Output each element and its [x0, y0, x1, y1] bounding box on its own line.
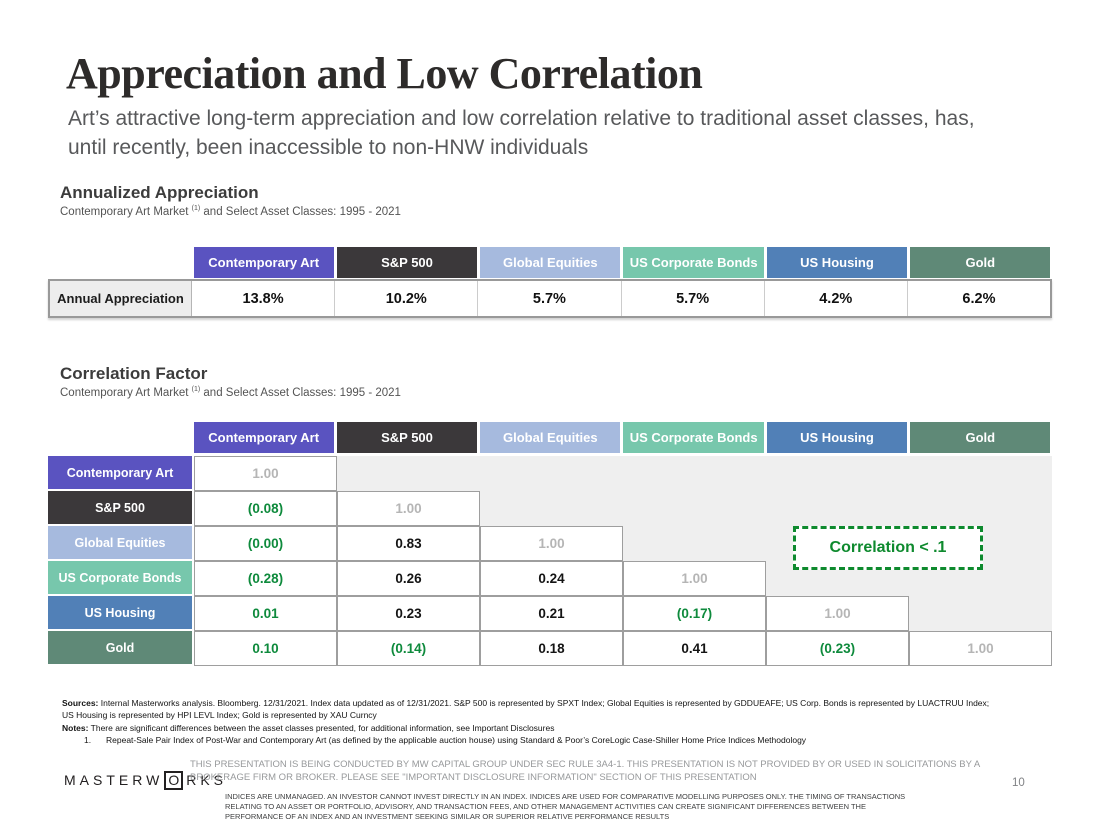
correlation-cell: 0.83	[337, 526, 480, 561]
logo-text-prefix: MASTERW	[64, 772, 164, 788]
appreciation-value: 6.2%	[906, 281, 1050, 316]
row-label: Annual Appreciation	[50, 281, 192, 316]
note-text: Repeat-Sale Pair Index of Post-War and C…	[106, 734, 807, 745]
correlation-cell: 0.01	[194, 596, 337, 631]
appreciation-value: 5.7%	[477, 281, 620, 316]
page-number: 10	[1012, 777, 1025, 789]
correlation-cell: 1.00	[480, 526, 623, 561]
subtitle-line-1: Art’s attractive long-term appreciation …	[68, 107, 975, 130]
sources-line: Sources: Internal Masterworks analysis. …	[62, 697, 992, 722]
correlation-callout-badge: Correlation < .1	[793, 526, 983, 570]
correlation-cell: (0.23)	[766, 631, 909, 666]
subtitle-suffix: and Select Asset Classes: 1995 - 2021	[200, 386, 401, 399]
correlation-section-heading: Correlation Factor	[60, 364, 208, 383]
appreciation-section-subtitle: Contemporary Art Market (1) and Select A…	[60, 205, 401, 218]
correlation-cell: 0.41	[623, 631, 766, 666]
notes-label: Notes:	[62, 722, 89, 733]
appreciation-value: 10.2%	[334, 281, 477, 316]
correlation-cell: 1.00	[766, 596, 909, 631]
appreciation-header-row: Contemporary Art S&P 500 Global Equities…	[48, 247, 1052, 278]
matrix-row-us-corporate-bonds: US Corporate Bonds (0.28) 0.26 0.24 1.00	[48, 561, 1052, 596]
correlation-cell: (0.08)	[194, 491, 337, 526]
sources-text: Internal Masterworks analysis. Bloomberg…	[62, 698, 990, 721]
correlation-cell: 0.23	[337, 596, 480, 631]
footnote-superscript: (1)	[191, 386, 201, 393]
correlation-cell: 1.00	[337, 491, 480, 526]
page-title: Appreciation and Low Correlation	[66, 49, 703, 98]
correlation-section-subtitle: Contemporary Art Market (1) and Select A…	[60, 386, 401, 399]
correlation-cell: 1.00	[623, 561, 766, 596]
column-header-us-corporate-bonds: US Corporate Bonds	[623, 247, 764, 278]
column-header-contemporary-art: Contemporary Art	[193, 422, 334, 453]
disclaimer-small: INDICES ARE UNMANAGED. AN INVESTOR CANNO…	[225, 792, 906, 821]
correlation-cell: 0.21	[480, 596, 623, 631]
annual-appreciation-row: Annual Appreciation 13.8% 10.2% 5.7% 5.7…	[48, 279, 1052, 318]
appreciation-value: 13.8%	[242, 290, 284, 307]
disclaimer-main: THIS PRESENTATION IS BEING CONDUCTED BY …	[190, 759, 980, 783]
subtitle-line-2: until recently, been inaccessible to non…	[68, 135, 589, 159]
appreciation-value: 5.7%	[620, 281, 764, 316]
row-label: Contemporary Art	[48, 456, 192, 491]
correlation-cell: (0.28)	[194, 561, 337, 596]
column-header-us-housing: US Housing	[766, 247, 908, 278]
page-subtitle: Art’s attractive long-term appreciation …	[68, 105, 975, 163]
note-number: 1.	[84, 734, 92, 745]
correlation-cell: 0.24	[480, 561, 623, 596]
row-label: Gold	[48, 631, 192, 666]
footnotes-block: Sources: Internal Masterworks analysis. …	[62, 697, 992, 746]
column-header-sp500: S&P 500	[336, 247, 478, 278]
correlation-table: Contemporary Art S&P 500 Global Equities…	[48, 422, 1052, 666]
column-header-us-housing: US Housing	[766, 422, 908, 453]
correlation-cell: 0.26	[337, 561, 480, 596]
column-header-us-corporate-bonds: US Corporate Bonds	[623, 422, 764, 453]
subtitle-suffix: and Select Asset Classes: 1995 - 2021	[200, 205, 401, 218]
notes-line: Notes: There are significant differences…	[62, 722, 992, 734]
matrix-row-us-housing: US Housing 0.01 0.23 0.21 (0.17) 1.00	[48, 596, 1052, 631]
column-header-sp500: S&P 500	[336, 422, 478, 453]
appreciation-table: Contemporary Art S&P 500 Global Equities…	[48, 247, 1052, 318]
correlation-cell: 1.00	[909, 631, 1052, 666]
row-label: S&P 500	[48, 491, 192, 526]
correlation-cell: (0.14)	[337, 631, 480, 666]
column-header-global-equities: Global Equities	[480, 422, 621, 453]
correlation-cell: 0.18	[480, 631, 623, 666]
footnote-superscript: (1)	[191, 205, 201, 212]
subtitle-prefix: Contemporary Art Market	[60, 386, 192, 399]
correlation-cell: 0.10	[194, 631, 337, 666]
column-header-global-equities: Global Equities	[480, 247, 621, 278]
numbered-note: 1. Repeat-Sale Pair Index of Post-War an…	[62, 734, 992, 746]
row-label: US Housing	[48, 596, 192, 631]
header-spacer	[48, 422, 192, 453]
logo-text-suffix: RKS	[186, 772, 227, 788]
correlation-header-row: Contemporary Art S&P 500 Global Equities…	[48, 422, 1052, 453]
matrix-row-sp500: S&P 500 (0.08) 1.00	[48, 491, 1052, 526]
masterworks-logo: MASTERW O RKS	[64, 771, 227, 790]
logo-boxed-o-icon: O	[164, 771, 184, 790]
matrix-row-gold: Gold 0.10 (0.14) 0.18 0.41 (0.23) 1.00	[48, 631, 1052, 666]
appreciation-value: 4.2%	[763, 281, 907, 316]
column-header-gold: Gold	[910, 247, 1051, 278]
matrix-row-global-equities: Global Equities (0.00) 0.83 1.00	[48, 526, 1052, 561]
column-header-gold: Gold	[910, 422, 1051, 453]
correlation-matrix: Contemporary Art 1.00 S&P 500 (0.08) 1.0…	[48, 456, 1052, 666]
correlation-cell: (0.17)	[623, 596, 766, 631]
row-label: US Corporate Bonds	[48, 561, 192, 596]
sources-label: Sources:	[62, 698, 99, 708]
header-spacer	[48, 247, 192, 278]
notes-text: There are significant differences betwee…	[88, 722, 555, 733]
appreciation-section-heading: Annualized Appreciation	[60, 183, 259, 202]
subtitle-prefix: Contemporary Art Market	[60, 205, 192, 218]
column-header-contemporary-art: Contemporary Art	[193, 247, 334, 278]
correlation-cell: (0.00)	[194, 526, 337, 561]
matrix-row-contemporary-art: Contemporary Art 1.00	[48, 456, 1052, 491]
correlation-cell: 1.00	[194, 456, 337, 491]
row-label: Global Equities	[48, 526, 192, 561]
